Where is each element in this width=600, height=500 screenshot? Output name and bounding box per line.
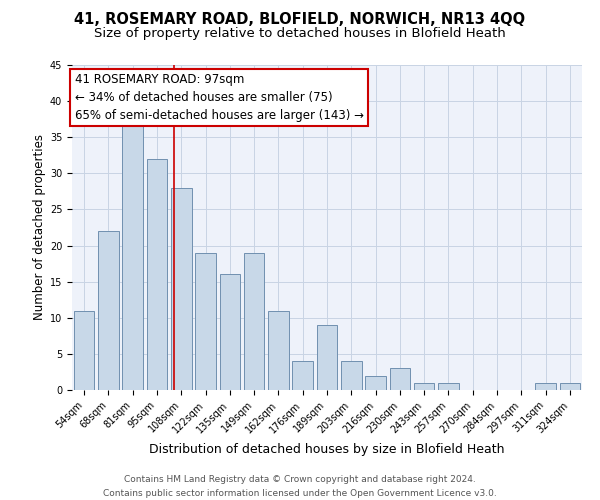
X-axis label: Distribution of detached houses by size in Blofield Heath: Distribution of detached houses by size … bbox=[149, 443, 505, 456]
Y-axis label: Number of detached properties: Number of detached properties bbox=[32, 134, 46, 320]
Bar bbox=[317, 325, 337, 390]
Bar bbox=[195, 253, 216, 390]
Text: Size of property relative to detached houses in Blofield Heath: Size of property relative to detached ho… bbox=[94, 28, 506, 40]
Bar bbox=[268, 310, 289, 390]
Text: Contains HM Land Registry data © Crown copyright and database right 2024.
Contai: Contains HM Land Registry data © Crown c… bbox=[103, 476, 497, 498]
Bar bbox=[438, 383, 459, 390]
Bar bbox=[535, 383, 556, 390]
Bar bbox=[560, 383, 580, 390]
Bar bbox=[122, 123, 143, 390]
Bar bbox=[171, 188, 191, 390]
Bar bbox=[365, 376, 386, 390]
Bar bbox=[98, 231, 119, 390]
Bar bbox=[292, 361, 313, 390]
Bar bbox=[389, 368, 410, 390]
Bar bbox=[146, 159, 167, 390]
Bar bbox=[414, 383, 434, 390]
Bar bbox=[220, 274, 240, 390]
Bar bbox=[341, 361, 362, 390]
Bar bbox=[244, 253, 265, 390]
Text: 41 ROSEMARY ROAD: 97sqm
← 34% of detached houses are smaller (75)
65% of semi-de: 41 ROSEMARY ROAD: 97sqm ← 34% of detache… bbox=[74, 73, 364, 122]
Text: 41, ROSEMARY ROAD, BLOFIELD, NORWICH, NR13 4QQ: 41, ROSEMARY ROAD, BLOFIELD, NORWICH, NR… bbox=[74, 12, 526, 28]
Bar bbox=[74, 310, 94, 390]
